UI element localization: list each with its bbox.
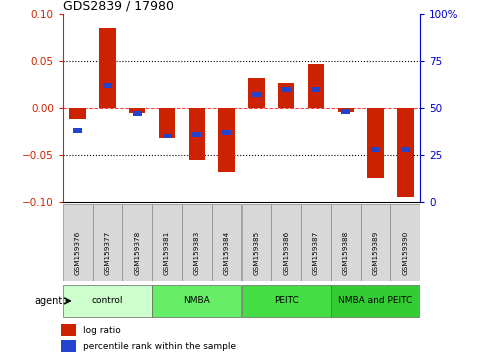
Bar xyxy=(61,324,76,336)
Bar xyxy=(242,285,331,317)
Text: GSM159388: GSM159388 xyxy=(343,231,349,275)
Bar xyxy=(103,83,112,88)
Bar xyxy=(368,108,384,178)
Text: GSM159386: GSM159386 xyxy=(283,231,289,275)
Bar xyxy=(152,204,182,281)
Bar xyxy=(222,130,231,135)
Text: agent: agent xyxy=(35,296,63,306)
Text: percentile rank within the sample: percentile rank within the sample xyxy=(83,342,236,351)
Bar xyxy=(163,134,171,138)
Text: NMBA: NMBA xyxy=(184,296,210,306)
Bar xyxy=(122,204,152,281)
Bar xyxy=(63,285,152,317)
Bar xyxy=(331,285,420,317)
Bar xyxy=(338,108,354,112)
Text: control: control xyxy=(92,296,123,306)
Bar xyxy=(189,108,205,160)
Text: GSM159383: GSM159383 xyxy=(194,231,200,275)
Bar xyxy=(218,108,235,172)
Bar xyxy=(308,64,324,108)
Bar xyxy=(371,147,380,152)
Bar xyxy=(248,78,265,108)
Bar xyxy=(212,204,242,281)
Text: GSM159384: GSM159384 xyxy=(224,231,229,275)
Bar xyxy=(312,87,320,92)
Bar xyxy=(63,204,93,281)
Bar xyxy=(70,108,86,119)
Bar xyxy=(401,147,410,152)
Text: GSM159390: GSM159390 xyxy=(402,231,408,275)
Bar xyxy=(93,204,122,281)
Bar xyxy=(252,92,261,97)
Bar xyxy=(61,340,76,352)
Text: GSM159389: GSM159389 xyxy=(372,231,379,275)
Bar xyxy=(341,109,350,114)
Bar xyxy=(331,204,361,281)
Bar xyxy=(192,132,201,137)
Text: GDS2839 / 17980: GDS2839 / 17980 xyxy=(63,0,174,13)
Text: GSM159385: GSM159385 xyxy=(254,231,259,275)
Text: GSM159376: GSM159376 xyxy=(75,231,81,275)
Text: GSM159381: GSM159381 xyxy=(164,231,170,275)
Bar xyxy=(271,204,301,281)
Text: GSM159387: GSM159387 xyxy=(313,231,319,275)
Text: GSM159377: GSM159377 xyxy=(104,231,111,275)
Bar xyxy=(278,82,294,108)
Bar xyxy=(129,108,145,113)
Bar xyxy=(361,204,390,281)
Text: PEITC: PEITC xyxy=(274,296,298,306)
Bar xyxy=(133,111,142,116)
Text: GSM159378: GSM159378 xyxy=(134,231,140,275)
Bar xyxy=(282,87,291,92)
Bar xyxy=(152,285,242,317)
Bar xyxy=(159,108,175,138)
Bar xyxy=(73,128,82,133)
Text: NMBA and PEITC: NMBA and PEITC xyxy=(339,296,412,306)
Bar xyxy=(390,204,420,281)
Bar xyxy=(397,108,413,197)
Bar xyxy=(242,204,271,281)
Bar xyxy=(99,28,115,108)
Bar xyxy=(182,204,212,281)
Text: log ratio: log ratio xyxy=(83,326,121,335)
Bar xyxy=(301,204,331,281)
